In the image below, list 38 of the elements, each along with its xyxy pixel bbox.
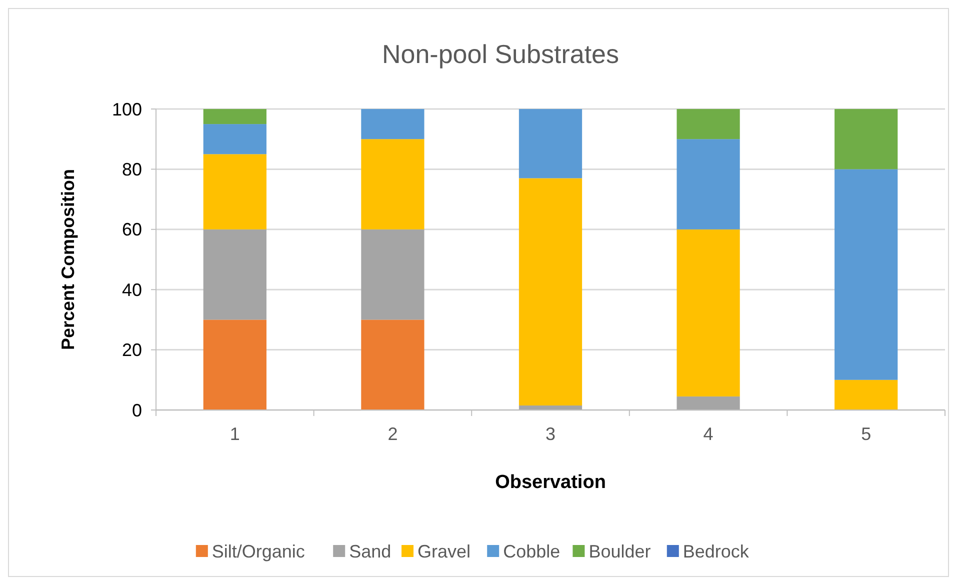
y-tick-label: 100 — [112, 99, 142, 120]
bar — [361, 109, 424, 140]
legend-label: Boulder — [588, 541, 651, 562]
bar — [834, 169, 898, 380]
bar — [361, 139, 424, 230]
y-tick-label: 60 — [122, 220, 142, 240]
y-axis-title: Percent Composition — [58, 168, 78, 350]
bar — [518, 178, 582, 406]
x-tick-label: 2 — [388, 424, 398, 444]
x-tick-label: 4 — [703, 424, 714, 444]
bar — [676, 229, 740, 396]
y-tick-label: 80 — [122, 160, 142, 180]
x-tick-label: 5 — [861, 424, 872, 444]
y-tick-label: 40 — [122, 280, 142, 300]
bar — [676, 396, 740, 410]
x-axis-title: Observation — [495, 472, 606, 493]
chart-title: Non-pool Substrates — [382, 39, 620, 69]
bar — [834, 109, 898, 170]
legend-label: Sand — [349, 541, 392, 562]
bar — [361, 229, 424, 320]
bar — [676, 109, 740, 140]
bar — [203, 320, 266, 410]
bar — [676, 139, 740, 230]
bar — [361, 320, 424, 410]
bar — [203, 124, 266, 154]
legend-label: Silt/Organic — [212, 541, 305, 562]
bar — [203, 154, 266, 230]
legend-label: Gravel — [418, 541, 471, 562]
bar — [518, 109, 582, 178]
x-tick-label: 3 — [545, 424, 556, 444]
bar — [203, 109, 266, 124]
bar — [834, 380, 898, 410]
y-tick-label: 20 — [122, 340, 142, 360]
legend-label: Cobble — [503, 541, 560, 562]
y-tick-label: 0 — [132, 400, 142, 420]
x-tick-label: 1 — [230, 424, 240, 444]
legend-label: Bedrock — [682, 541, 750, 562]
bar — [203, 229, 266, 320]
